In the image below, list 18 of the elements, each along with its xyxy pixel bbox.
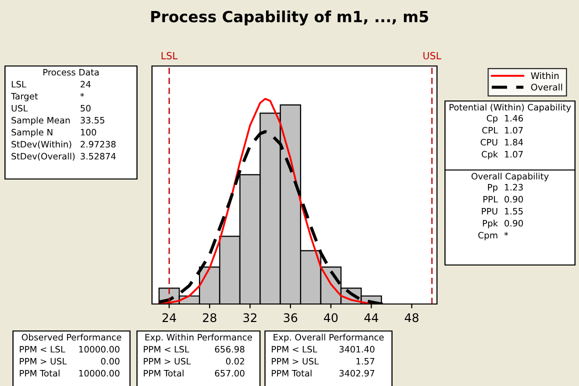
text: Exp. Overall Performance PPM < LSL 3401.40 PPM > USL 1.57 PPM Total 3402.97 [272,334,384,377]
x-tick-label: 48 [404,313,418,322]
text: Potential (Within) Capability Cp 1.46 CPL 1.07 CPU 1.84 Cpk 1.07 [450,104,571,160]
x-tick-label: 28 [202,313,216,322]
text: Observed Performance PPM < LSL 10000.00 PPM > USL 0.00 PPM Total 10000.00 [20,334,122,377]
text: Process Data LSL 24 Target * USL 50 Sample Mean 33.55 Sample N 100 StDev(Within) 2.97238 StDev(Overall) 3.52874 [10,69,116,161]
ref-line-label: LSL [162,52,178,60]
x-tick-label: 40 [324,313,338,322]
x-tick-label: 24 [162,313,176,322]
text: Exp. Within Performance PPM < LSL 656.98 PPM > USL 0.02 PPM Total 657.00 [144,334,252,377]
text: Overall Capability Pp 1.23 PPL 0.90 PPU 1.55 Ppk 0.90 Cpm * [472,172,549,240]
chart-title: Process Capability of m1, ..., m5 [151,10,428,26]
x-tick-label: 32 [243,313,256,322]
x-tick-label: 44 [364,313,378,322]
ref-line-label: USL [423,52,442,60]
legend-label: Within [530,72,559,79]
x-tick-label: 36 [284,313,298,322]
legend-label: Overall [531,84,562,91]
